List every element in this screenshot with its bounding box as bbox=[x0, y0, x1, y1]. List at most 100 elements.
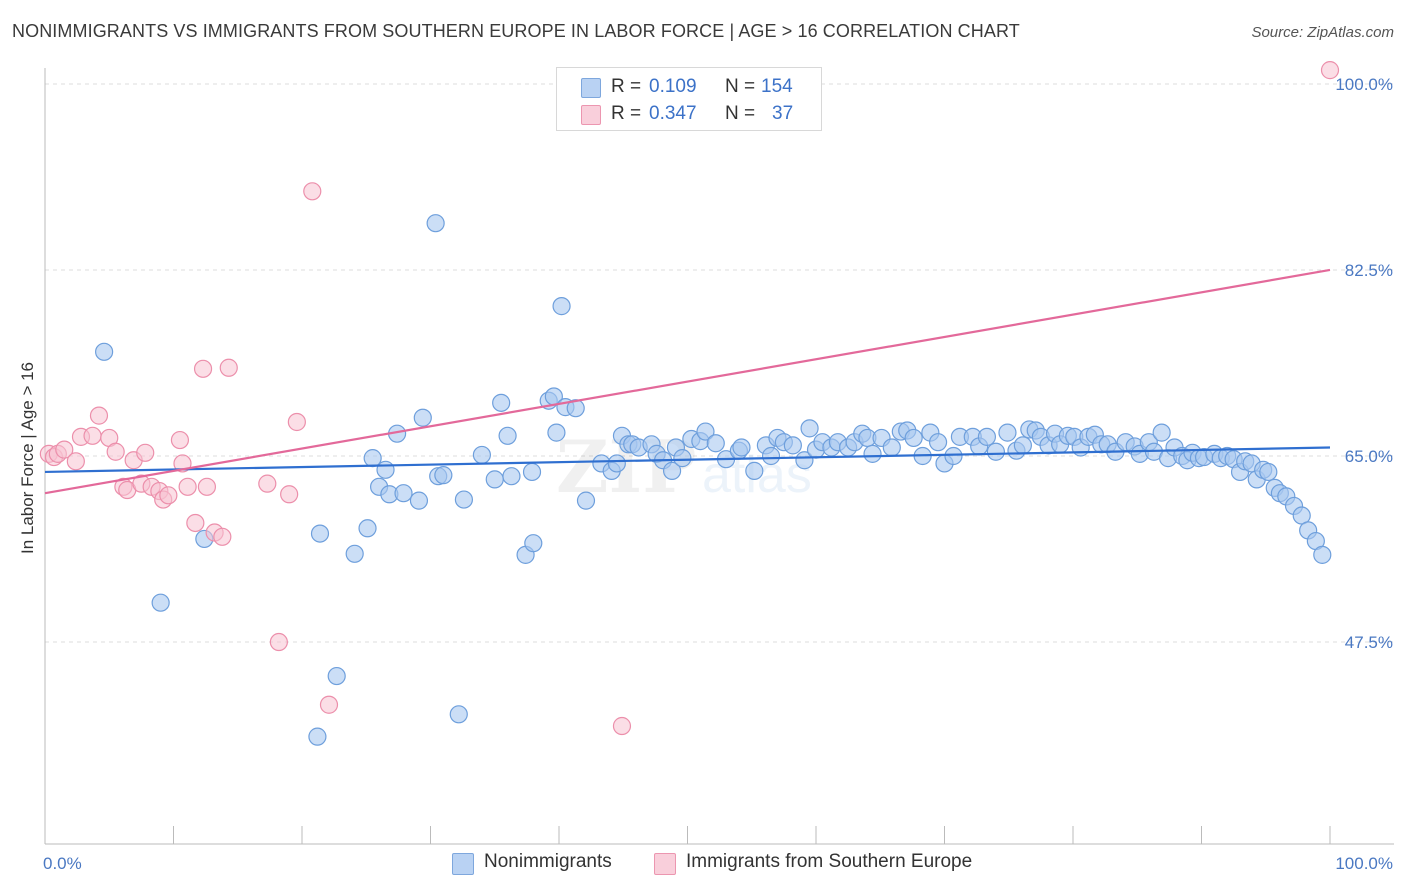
point-nonimmigrants bbox=[151, 593, 170, 612]
y-tick-labels: 47.5% 65.0% 82.5% 100.0% bbox=[1335, 75, 1393, 652]
point-nonimmigrants bbox=[498, 426, 517, 445]
point-nonimmigrants bbox=[863, 444, 882, 463]
legend-swatch-blue bbox=[581, 78, 601, 98]
y-tick-label-3: 100.0% bbox=[1335, 75, 1393, 94]
point-immigrants-southern-europe bbox=[1320, 61, 1340, 80]
point-nonimmigrants bbox=[492, 393, 511, 412]
n-value-2: 37 bbox=[772, 103, 794, 124]
n-value-1: 154 bbox=[761, 76, 793, 97]
point-immigrants-southern-europe bbox=[106, 442, 125, 461]
r-label-2: R = bbox=[611, 103, 642, 124]
point-nonimmigrants bbox=[485, 470, 504, 489]
point-nonimmigrants bbox=[345, 544, 364, 563]
source-label: Source: ZipAtlas.com bbox=[1251, 24, 1394, 41]
trend-line-immigrants bbox=[44, 268, 1331, 495]
point-nonimmigrants bbox=[904, 428, 923, 448]
point-nonimmigrants bbox=[308, 727, 327, 746]
point-immigrants-southern-europe bbox=[136, 443, 155, 462]
point-nonimmigrants bbox=[745, 461, 764, 480]
point-nonimmigrants bbox=[986, 442, 1006, 461]
point-nonimmigrants bbox=[1313, 545, 1332, 564]
point-nonimmigrants bbox=[1259, 462, 1278, 482]
bottom-legend-label-2: Immigrants from Southern Europe bbox=[686, 851, 973, 872]
point-nonimmigrants bbox=[376, 460, 395, 479]
point-immigrants-southern-europe bbox=[170, 430, 190, 450]
point-nonimmigrants bbox=[696, 422, 715, 441]
point-immigrants-southern-europe bbox=[197, 477, 217, 496]
point-immigrants-southern-europe bbox=[89, 406, 109, 425]
trend-lines bbox=[44, 268, 1331, 495]
point-nonimmigrants bbox=[522, 462, 542, 482]
point-nonimmigrants bbox=[502, 467, 521, 486]
point-nonimmigrants bbox=[327, 666, 346, 686]
point-nonimmigrants bbox=[426, 214, 445, 233]
point-nonimmigrants bbox=[662, 461, 682, 480]
x-tick-label-0: 0.0% bbox=[43, 854, 82, 873]
x-tick-labels: 0.0% 100.0% bbox=[43, 854, 1393, 873]
point-nonimmigrants bbox=[95, 342, 114, 361]
point-nonimmigrants bbox=[607, 454, 626, 473]
point-nonimmigrants bbox=[795, 451, 814, 470]
point-nonimmigrants bbox=[552, 297, 571, 316]
point-immigrants-southern-europe bbox=[186, 513, 205, 533]
point-immigrants-southern-europe bbox=[178, 477, 197, 496]
point-nonimmigrants bbox=[472, 445, 491, 465]
trend-line-nonimmigrants bbox=[44, 446, 1331, 474]
point-immigrants-southern-europe bbox=[66, 452, 85, 471]
point-nonimmigrants bbox=[783, 436, 802, 455]
point-immigrants-southern-europe bbox=[193, 359, 213, 378]
point-nonimmigrants bbox=[882, 438, 901, 457]
point-nonimmigrants bbox=[1152, 423, 1171, 442]
point-nonimmigrants bbox=[800, 419, 819, 438]
point-immigrants-southern-europe bbox=[159, 486, 178, 505]
n-label-2: N = bbox=[725, 103, 756, 124]
point-immigrants-southern-europe bbox=[280, 485, 299, 504]
point-immigrants-southern-europe bbox=[303, 182, 322, 201]
r-value-2: 0.347 bbox=[649, 103, 697, 124]
point-nonimmigrants bbox=[434, 466, 453, 485]
y-tick-label-0: 47.5% bbox=[1345, 633, 1393, 652]
point-nonimmigrants bbox=[449, 705, 468, 724]
bottom-legend-label-1: Nonimmigrants bbox=[484, 851, 612, 872]
y-tick-label-2: 82.5% bbox=[1345, 261, 1393, 280]
chart-title: NONIMMIGRANTS VS IMMIGRANTS FROM SOUTHER… bbox=[12, 21, 1020, 41]
r-value-1: 0.109 bbox=[649, 76, 697, 97]
point-nonimmigrants bbox=[706, 434, 725, 453]
y-tick-label-1: 65.0% bbox=[1345, 447, 1393, 466]
point-nonimmigrants bbox=[944, 446, 963, 466]
point-immigrants-southern-europe bbox=[213, 527, 232, 546]
point-nonimmigrants bbox=[413, 408, 432, 427]
point-immigrants-southern-europe bbox=[219, 358, 238, 377]
n-label-1: N = bbox=[725, 76, 756, 97]
point-nonimmigrants bbox=[566, 399, 585, 418]
point-immigrants-southern-europe bbox=[319, 695, 339, 714]
point-nonimmigrants bbox=[928, 433, 948, 452]
point-nonimmigrants bbox=[977, 427, 997, 446]
point-nonimmigrants bbox=[409, 491, 429, 510]
point-immigrants-southern-europe bbox=[55, 440, 74, 459]
point-nonimmigrants bbox=[524, 534, 543, 553]
bottom-swatch-blue bbox=[452, 853, 474, 875]
point-nonimmigrants bbox=[454, 490, 474, 509]
point-nonimmigrants bbox=[732, 438, 751, 457]
point-nonimmigrants bbox=[394, 484, 413, 503]
gridlines bbox=[45, 83, 1394, 643]
point-nonimmigrants bbox=[1013, 436, 1032, 455]
point-nonimmigrants bbox=[310, 524, 330, 543]
point-immigrants-southern-europe bbox=[612, 716, 632, 736]
point-immigrants-southern-europe bbox=[83, 426, 102, 445]
point-nonimmigrants bbox=[547, 423, 566, 442]
point-nonimmigrants bbox=[576, 491, 596, 510]
point-immigrants-southern-europe bbox=[269, 632, 288, 652]
point-immigrants-southern-europe bbox=[258, 474, 277, 493]
x-tick-label-1: 100.0% bbox=[1335, 854, 1393, 873]
correlation-legend: R = 0.109 N = 154 R = 0.347 N = 37 bbox=[556, 67, 822, 131]
bottom-swatch-pink bbox=[654, 853, 676, 875]
legend-swatch-pink bbox=[581, 105, 601, 125]
r-label-1: R = bbox=[611, 76, 642, 97]
y-axis-title: In Labor Force | Age > 16 bbox=[18, 362, 37, 554]
point-nonimmigrants bbox=[761, 446, 781, 466]
point-nonimmigrants bbox=[673, 449, 692, 468]
point-nonimmigrants bbox=[998, 423, 1017, 442]
